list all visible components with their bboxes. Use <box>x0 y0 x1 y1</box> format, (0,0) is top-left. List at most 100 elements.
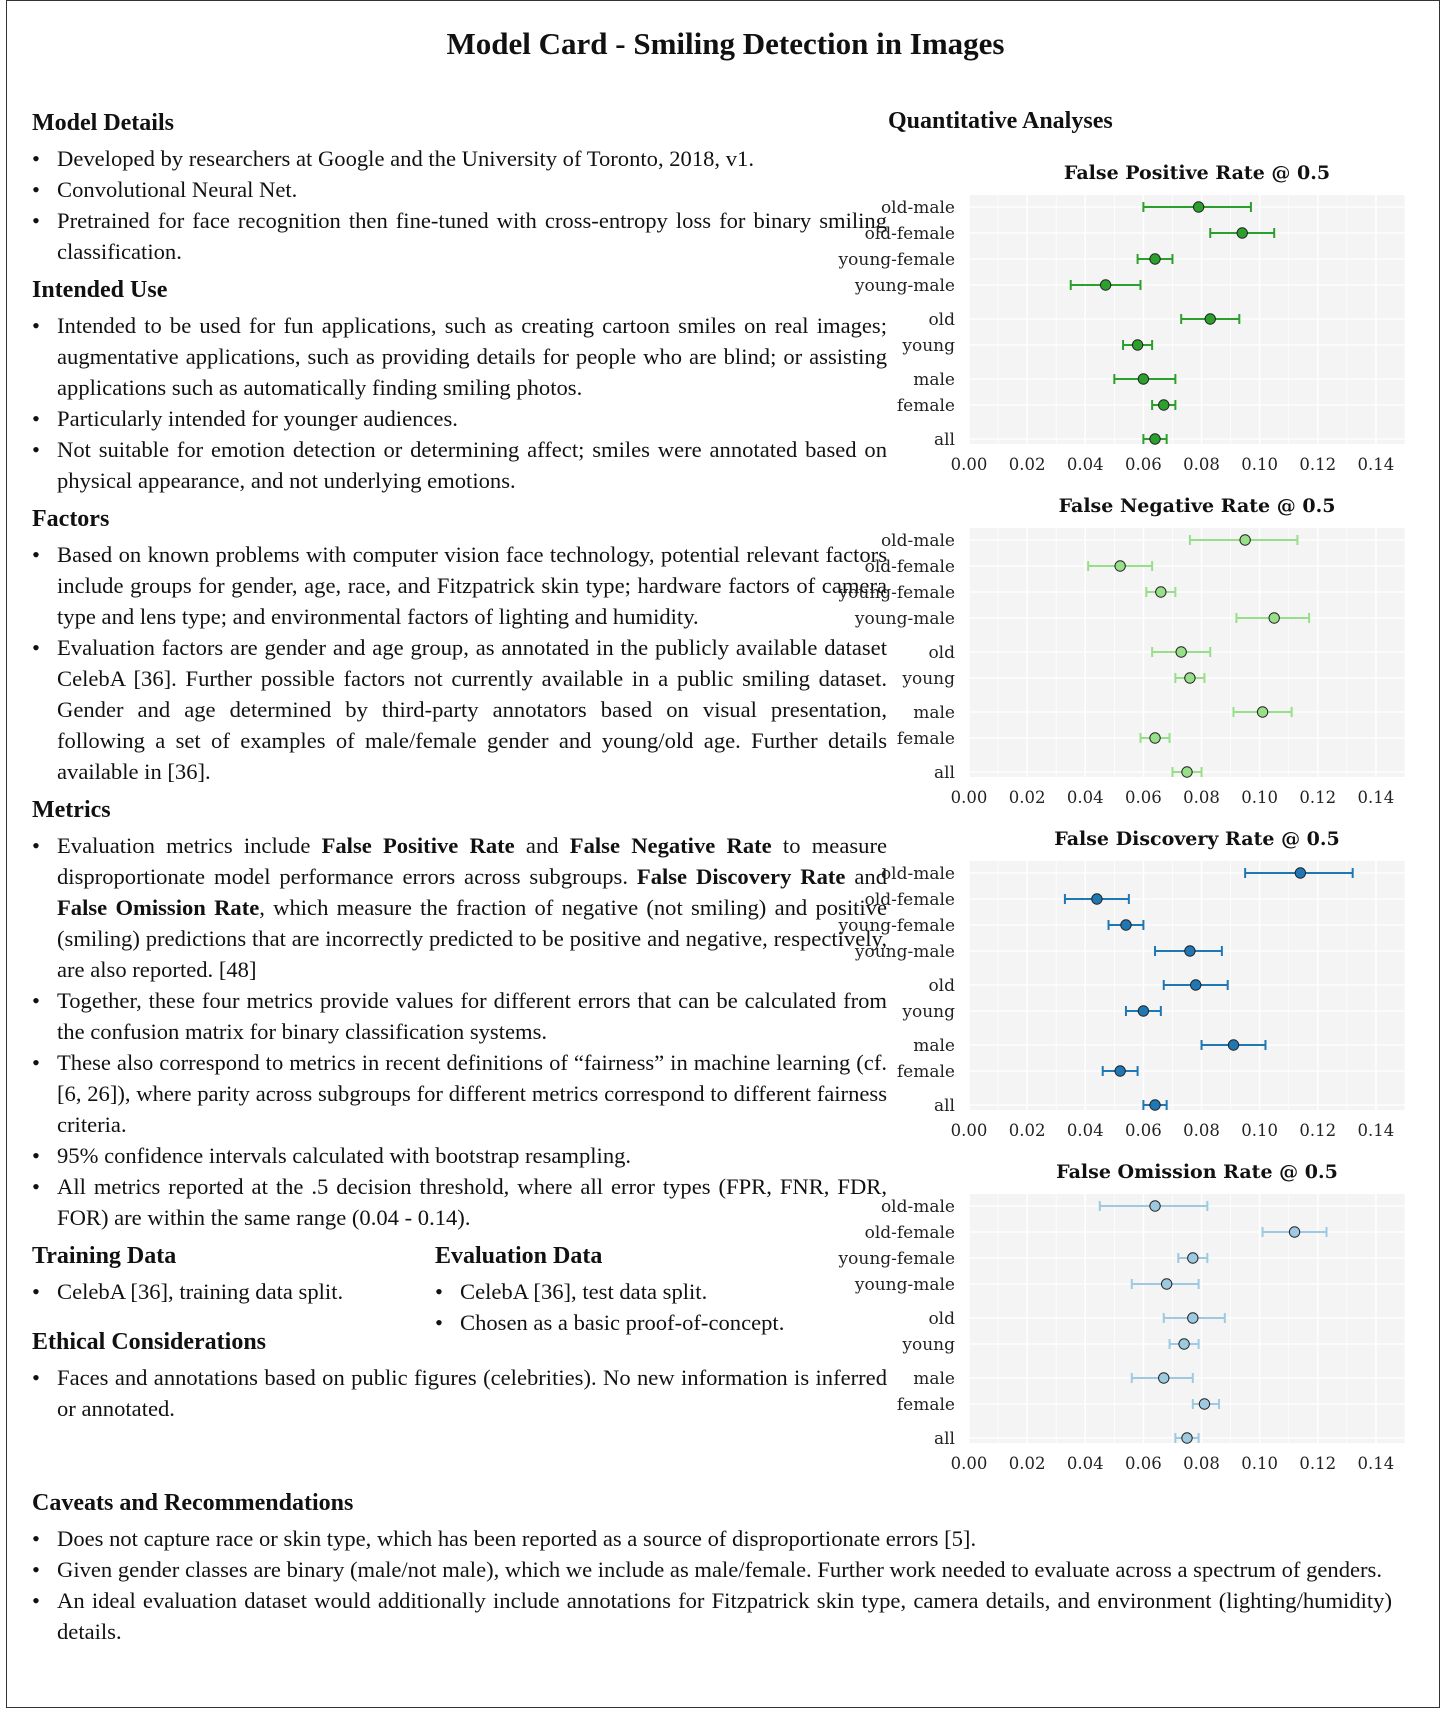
y-category-label: male <box>913 370 955 390</box>
x-tick-label: 0.14 <box>1358 455 1395 474</box>
y-category-label: young-female <box>838 1249 955 1269</box>
y-category-label: male <box>913 1036 955 1056</box>
y-category-label: young-male <box>854 276 955 296</box>
intended-use-heading: Intended Use <box>32 277 168 303</box>
x-tick-label: 0.08 <box>1183 455 1220 474</box>
data-point <box>1149 253 1161 265</box>
data-point <box>1120 919 1132 931</box>
x-tick-label: 0.14 <box>1358 1121 1395 1140</box>
data-point <box>1227 1039 1240 1051</box>
x-tick-label: 0.00 <box>951 1121 988 1140</box>
x-tick-label: 0.08 <box>1183 1121 1220 1140</box>
y-category-label: all <box>934 1429 955 1449</box>
data-point <box>1099 279 1112 291</box>
x-tick-label: 0.02 <box>1009 455 1046 474</box>
data-point <box>1184 672 1196 684</box>
model-details-heading: Model Details <box>32 110 174 136</box>
x-tick-label: 0.00 <box>951 1454 988 1473</box>
x-tick-label: 0.08 <box>1183 1454 1220 1473</box>
chart-for: False Omission Rate @ 0.5 0.00 0.02 0.04 0.0… <box>838 1159 1420 1479</box>
chart-title: False Negative Rate @ 0.5 <box>1059 495 1336 517</box>
x-tick-label: 0.12 <box>1299 1454 1336 1473</box>
list-item: Particularly intended for younger audien… <box>32 403 887 434</box>
x-tick-label: 0.12 <box>1299 788 1336 807</box>
x-tick-label: 0.10 <box>1241 455 1278 474</box>
data-point <box>1158 399 1170 411</box>
data-point <box>1190 979 1202 991</box>
list-item: Evaluation factors are gender and age gr… <box>32 632 887 787</box>
y-category-label: old <box>928 976 955 996</box>
factors-heading: Factors <box>32 506 110 532</box>
y-category-label: old <box>928 1309 955 1329</box>
evaluation-data-section: Evaluation Data CelebA [36], test data s… <box>435 1243 887 1362</box>
list-item: Pretrained for face recognition then fin… <box>32 205 887 267</box>
caveats-heading: Caveats and Recommendations <box>32 1490 354 1516</box>
y-category-label: old <box>928 643 955 663</box>
metrics-text: and <box>845 864 887 889</box>
x-tick-label: 0.02 <box>1009 788 1046 807</box>
list-item: All metrics reported at the .5 decision … <box>32 1171 887 1233</box>
data-point <box>1181 766 1193 778</box>
y-category-label: young-female <box>838 916 955 936</box>
data-point <box>1091 893 1103 905</box>
data-point <box>1268 612 1280 624</box>
x-tick-label: 0.00 <box>951 455 988 474</box>
x-tick-label: 0.12 <box>1299 1121 1336 1140</box>
chart-title: False Omission Rate @ 0.5 <box>1056 1161 1338 1183</box>
list-item: These also correspond to metrics in rece… <box>32 1047 887 1140</box>
data-point <box>1178 1338 1190 1350</box>
chart-fpr-svg: False Positive Rate @ 0.5 0.00 0.02 0.04 0.0… <box>838 162 1406 474</box>
metric-fpr: False Positive Rate <box>321 833 515 858</box>
quantitative-analyses-heading: Quantitative Analyses <box>888 108 1113 134</box>
x-tick-label: 0.06 <box>1125 788 1162 807</box>
x-tick-label: 0.10 <box>1241 1454 1278 1473</box>
data-point <box>1149 1200 1161 1212</box>
y-category-label: female <box>897 1395 955 1415</box>
x-tick-label: 0.06 <box>1125 1454 1162 1473</box>
x-tick-label: 0.04 <box>1067 455 1104 474</box>
left-column: Model Details Developed by researchers a… <box>32 110 887 1434</box>
data-point <box>1158 1372 1170 1384</box>
data-point <box>1114 1065 1126 1077</box>
data-point <box>1256 706 1269 718</box>
page-frame <box>6 0 1440 1708</box>
y-category-label: old-female <box>865 1223 955 1243</box>
x-tick-label: 0.12 <box>1299 455 1336 474</box>
data-point <box>1239 534 1251 546</box>
intended-use-list: Intended to be used for fun applications… <box>32 310 887 496</box>
y-category-label: young <box>901 1002 955 1022</box>
data-point <box>1236 227 1248 239</box>
x-tick-label: 0.00 <box>951 788 988 807</box>
chart-fnr-svg: False Negative Rate @ 0.5 0.00 0.02 0.04 0.0… <box>838 495 1406 807</box>
list-item: Evaluation metrics include False Positiv… <box>32 830 887 985</box>
y-category-label: old-female <box>865 890 955 910</box>
evaluation-data-heading: Evaluation Data <box>435 1243 603 1269</box>
y-category-label: old-female <box>865 557 955 577</box>
page-title: Model Card - Smiling Detection in Images <box>446 26 1005 61</box>
data-point <box>1288 1226 1301 1238</box>
metrics-heading: Metrics <box>32 797 111 823</box>
chart-fnr: False Negative Rate @ 0.5 0.00 0.02 0.04 0.0… <box>838 493 1420 813</box>
x-tick-label: 0.06 <box>1125 1121 1162 1140</box>
y-category-label: old-male <box>881 864 955 884</box>
metric-fdr: False Discovery Rate <box>636 864 846 889</box>
data-point <box>1187 1252 1199 1264</box>
y-category-label: old-male <box>881 198 955 218</box>
y-category-label: all <box>934 430 955 450</box>
caveats-section: Caveats and Recommendations Does not cap… <box>32 1490 1392 1657</box>
y-category-label: young <box>901 336 955 356</box>
data-point <box>1198 1398 1211 1410</box>
data-point <box>1149 1099 1161 1111</box>
y-category-label: young-male <box>854 609 955 629</box>
x-tick-label: 0.10 <box>1241 788 1278 807</box>
data-point <box>1184 945 1196 957</box>
list-item: CelebA [36], training data split. <box>32 1276 435 1307</box>
metrics-text: and <box>514 833 570 858</box>
x-tick-label: 0.10 <box>1241 1121 1278 1140</box>
training-data-section: Training Data CelebA [36], training data… <box>32 1243 435 1362</box>
x-tick-label: 0.04 <box>1067 1454 1104 1473</box>
chart-fdr: False Discovery Rate @ 0.5 0.00 0.02 0.04 0.… <box>838 826 1420 1146</box>
data-point <box>1175 646 1187 658</box>
data-point <box>1155 586 1167 598</box>
chart-title: False Positive Rate @ 0.5 <box>1064 162 1330 184</box>
